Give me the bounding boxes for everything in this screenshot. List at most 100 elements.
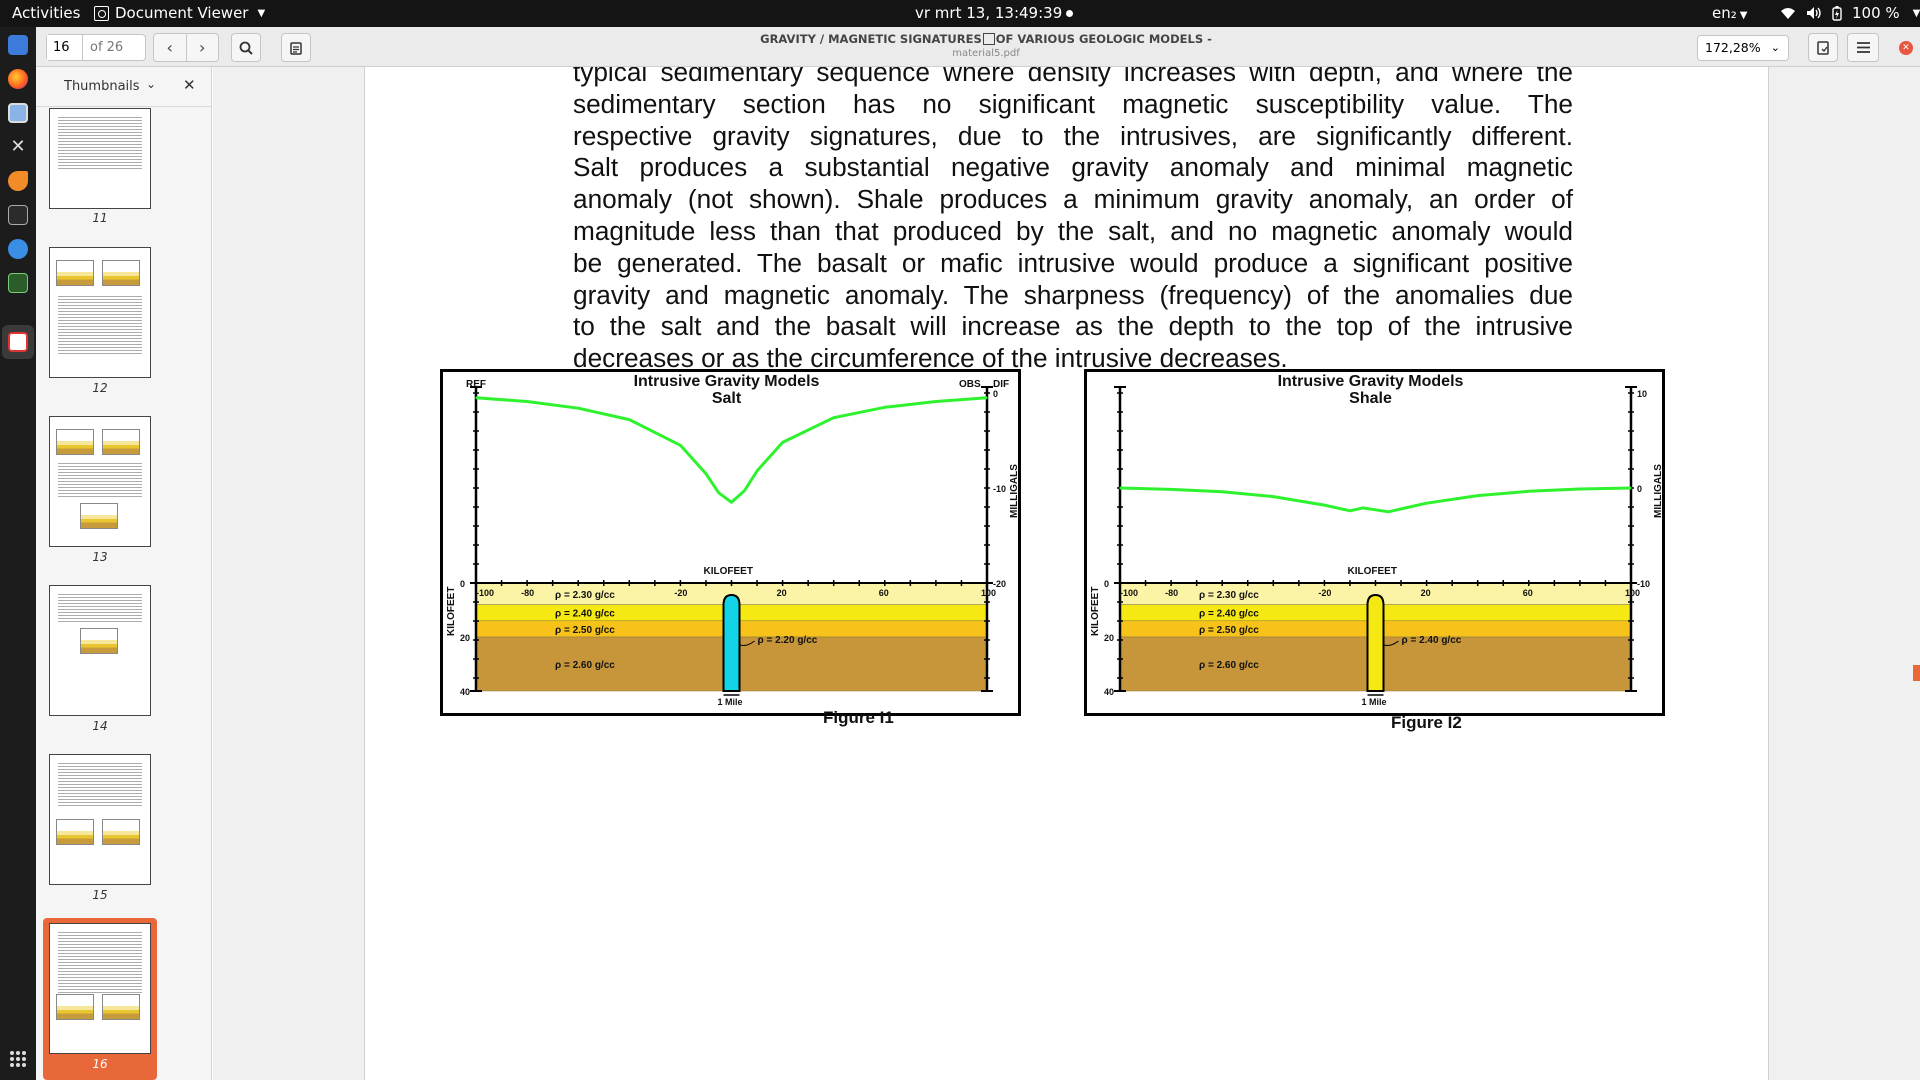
- page-navigation: ‹ ›: [153, 33, 219, 62]
- sidebar-close-button[interactable]: ✕: [183, 76, 196, 94]
- figure-caption: Figure I1: [823, 708, 894, 727]
- gravity-data-point: [1170, 488, 1172, 491]
- intrusive-density-label: ρ = 2.20 g/cc: [758, 635, 818, 646]
- depth-tick-label: 20: [1104, 633, 1114, 643]
- gravity-data-point: [781, 441, 784, 444]
- annotations-button[interactable]: [281, 33, 311, 62]
- thumbnails-sidebar: Thumbnails ⌄ ✕ 11 12 13 14 15 16: [36, 67, 212, 1080]
- notification-dot-icon: [1066, 10, 1074, 17]
- page-selector: of 26: [46, 34, 146, 61]
- volume-icon: [1807, 7, 1821, 19]
- chart-title: Intrusive Gravity Models: [634, 373, 820, 390]
- mozilla-app-icon[interactable]: [8, 171, 28, 191]
- gravity-data-point: [730, 501, 733, 504]
- thumbnail-page-16[interactable]: [49, 923, 151, 1054]
- files-app-icon[interactable]: [8, 35, 28, 55]
- gravity-data-point: [628, 418, 631, 421]
- figure-salt-gravity-model: ρ = 2.30 g/cc ρ = 2.40 g/cc ρ = 2.50 g/cc ρ…: [440, 369, 1021, 716]
- document-title: GRAVITY / MAGNETIC SIGNATURES OF VARIOUS …: [676, 32, 1296, 46]
- scale-label: 1 Mile: [1362, 697, 1387, 707]
- terminal-icon[interactable]: [8, 205, 28, 225]
- dock: ✕: [0, 27, 36, 1080]
- zoom-selector[interactable]: 172,28% ⌄: [1697, 35, 1789, 61]
- thumbnail-label: 13: [92, 550, 108, 564]
- clock-label: vr mrt 13, 13:49:39: [915, 4, 1063, 22]
- x-tick-label: 60: [1523, 588, 1533, 598]
- show-applications-icon[interactable]: [10, 1051, 26, 1067]
- document-viewer-icon: [94, 5, 109, 21]
- x-tick-label: -20: [674, 588, 687, 598]
- battery-icon: [1832, 5, 1842, 21]
- app-menu[interactable]: Document Viewer ▼: [94, 4, 265, 22]
- depth-tick-label: 0: [1104, 579, 1109, 589]
- text-line: respective gravity signatures, due to th…: [573, 120, 1573, 151]
- depth-tick-label: 0: [460, 579, 465, 589]
- ref-label: REF: [466, 379, 486, 390]
- screenshot-app-icon[interactable]: [8, 103, 28, 123]
- chevron-right-icon: ›: [199, 38, 206, 57]
- clipboard-icon: [290, 41, 302, 55]
- chevron-down-icon: ▼: [1912, 7, 1920, 19]
- chart-subtitle: Salt: [712, 390, 742, 407]
- thumbnail-page-14[interactable]: [49, 585, 151, 716]
- activities-button[interactable]: Activities: [12, 4, 81, 22]
- gravity-data-point: [1361, 507, 1364, 509]
- thunderbird-icon[interactable]: [8, 239, 28, 259]
- system-monitor-icon[interactable]: [8, 273, 28, 293]
- gravity-data-point: [1630, 487, 1632, 489]
- battery-label: 100 %: [1852, 4, 1900, 22]
- previous-page-button[interactable]: ‹: [154, 34, 186, 61]
- thumbnail-page-13[interactable]: [49, 416, 151, 547]
- x-tick-label: -20: [1318, 588, 1331, 598]
- zoom-level: 172,28%: [1705, 40, 1761, 55]
- chevron-down-icon[interactable]: ⌄: [146, 77, 157, 91]
- gravity-data-point: [679, 444, 682, 447]
- language-label: en₂: [1712, 4, 1737, 22]
- system-menu[interactable]: 100 % ▼: [1780, 4, 1920, 22]
- depth-tick-label: 20: [460, 633, 470, 643]
- bookmark-button[interactable]: [1808, 33, 1838, 62]
- text-line: typical sedimentary sequence where densi…: [573, 67, 1573, 87]
- thumbnail-page-15[interactable]: [49, 754, 151, 885]
- layer-density-label: ρ = 2.40 g/cc: [555, 609, 615, 620]
- next-page-button[interactable]: ›: [185, 34, 219, 61]
- x-axis-label: KILOFEET: [1348, 566, 1397, 577]
- language-indicator[interactable]: en₂ ▼: [1712, 4, 1747, 22]
- tools-app-icon[interactable]: ✕: [10, 136, 26, 157]
- page-number-input[interactable]: [47, 35, 83, 60]
- gravity-data-point: [935, 400, 937, 403]
- window-close-button[interactable]: ✕: [1899, 41, 1913, 55]
- sidebar-mode-title[interactable]: Thumbnails: [64, 79, 140, 94]
- gravity-data-point: [475, 396, 477, 399]
- gravity-data-point: [705, 472, 707, 475]
- header-bar: of 26 ‹ › GRAVITY / MAGNETIC SIGNATURES O…: [36, 27, 1920, 67]
- dif-label: DIF: [993, 379, 1009, 390]
- chart-subtitle: Shale: [1349, 390, 1392, 407]
- document-viewer-dock-icon[interactable]: [8, 332, 28, 352]
- figure-shale-gravity-model: ρ = 2.30 g/cc ρ = 2.40 g/cc ρ = 2.50 g/cc ρ…: [1084, 369, 1665, 716]
- gravity-data-point: [1119, 487, 1121, 489]
- thumbnail-page-12[interactable]: [49, 247, 151, 378]
- chevron-down-icon: ▼: [1739, 10, 1748, 21]
- depth-axis-label: KILOFEET: [446, 587, 457, 636]
- gravity-data-point: [743, 490, 746, 492]
- document-view[interactable]: typical sedimentary sequence where densi…: [213, 67, 1920, 1080]
- gravity-data-point: [1476, 494, 1479, 497]
- chevron-down-icon: ⌄: [1770, 41, 1780, 54]
- gravity-data-point: [832, 416, 835, 419]
- gravity-tick-label: -10: [1637, 579, 1650, 589]
- search-button[interactable]: [231, 33, 261, 62]
- firefox-icon[interactable]: [8, 69, 28, 89]
- main-menu-button[interactable]: [1847, 33, 1879, 62]
- scroll-indicator[interactable]: [1913, 665, 1920, 681]
- clock[interactable]: vr mrt 13, 13:49:39: [915, 4, 1074, 22]
- depth-axis-label: KILOFEET: [1090, 587, 1101, 636]
- gravity-data-point: [1374, 509, 1377, 511]
- thumbnail-label: 11: [92, 211, 108, 225]
- gravity-data-point: [1323, 504, 1326, 506]
- wifi-icon: [1781, 7, 1795, 19]
- x-tick-label: -100: [476, 588, 494, 598]
- bookmark-icon: [1817, 40, 1829, 55]
- thumbnail-page-11[interactable]: [49, 108, 151, 209]
- layer-density-label: ρ = 2.30 g/cc: [1199, 590, 1259, 601]
